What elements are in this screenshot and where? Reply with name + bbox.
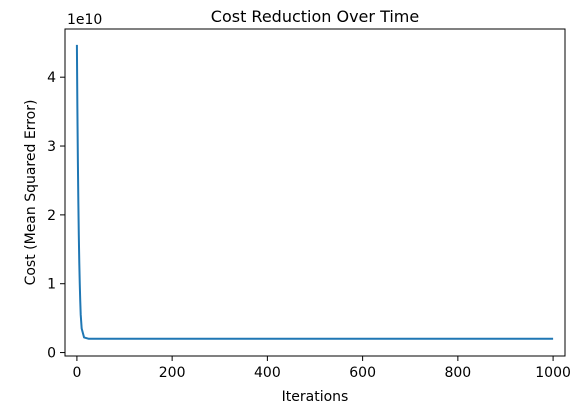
y-tick-label: 0	[47, 346, 56, 362]
axes-frame	[64, 28, 566, 357]
y-axis-label: Cost (Mean Squared Error)	[23, 100, 39, 286]
y-tick-label: 1	[47, 277, 56, 293]
y-tick-label: 4	[47, 70, 56, 86]
x-tick-label: 600	[349, 365, 376, 381]
plot-area	[75, 44, 554, 340]
x-tick-label: 400	[254, 365, 281, 381]
x-tick-label: 0	[72, 365, 81, 381]
x-axis-label: Iterations	[282, 389, 349, 405]
x-tick-label: 800	[444, 365, 471, 381]
x-tick-label: 1000	[535, 365, 571, 381]
y-tick-label: 3	[47, 139, 56, 155]
y-offset-label: 1e10	[67, 12, 102, 28]
chart-title: Cost Reduction Over Time	[211, 7, 419, 26]
axes: 0 200 400 600 800 1000 0 1 2 3 4	[47, 28, 571, 381]
series-line-0	[75, 44, 554, 340]
x-tick-label: 200	[159, 365, 186, 381]
y-tick-label: 2	[47, 208, 56, 224]
